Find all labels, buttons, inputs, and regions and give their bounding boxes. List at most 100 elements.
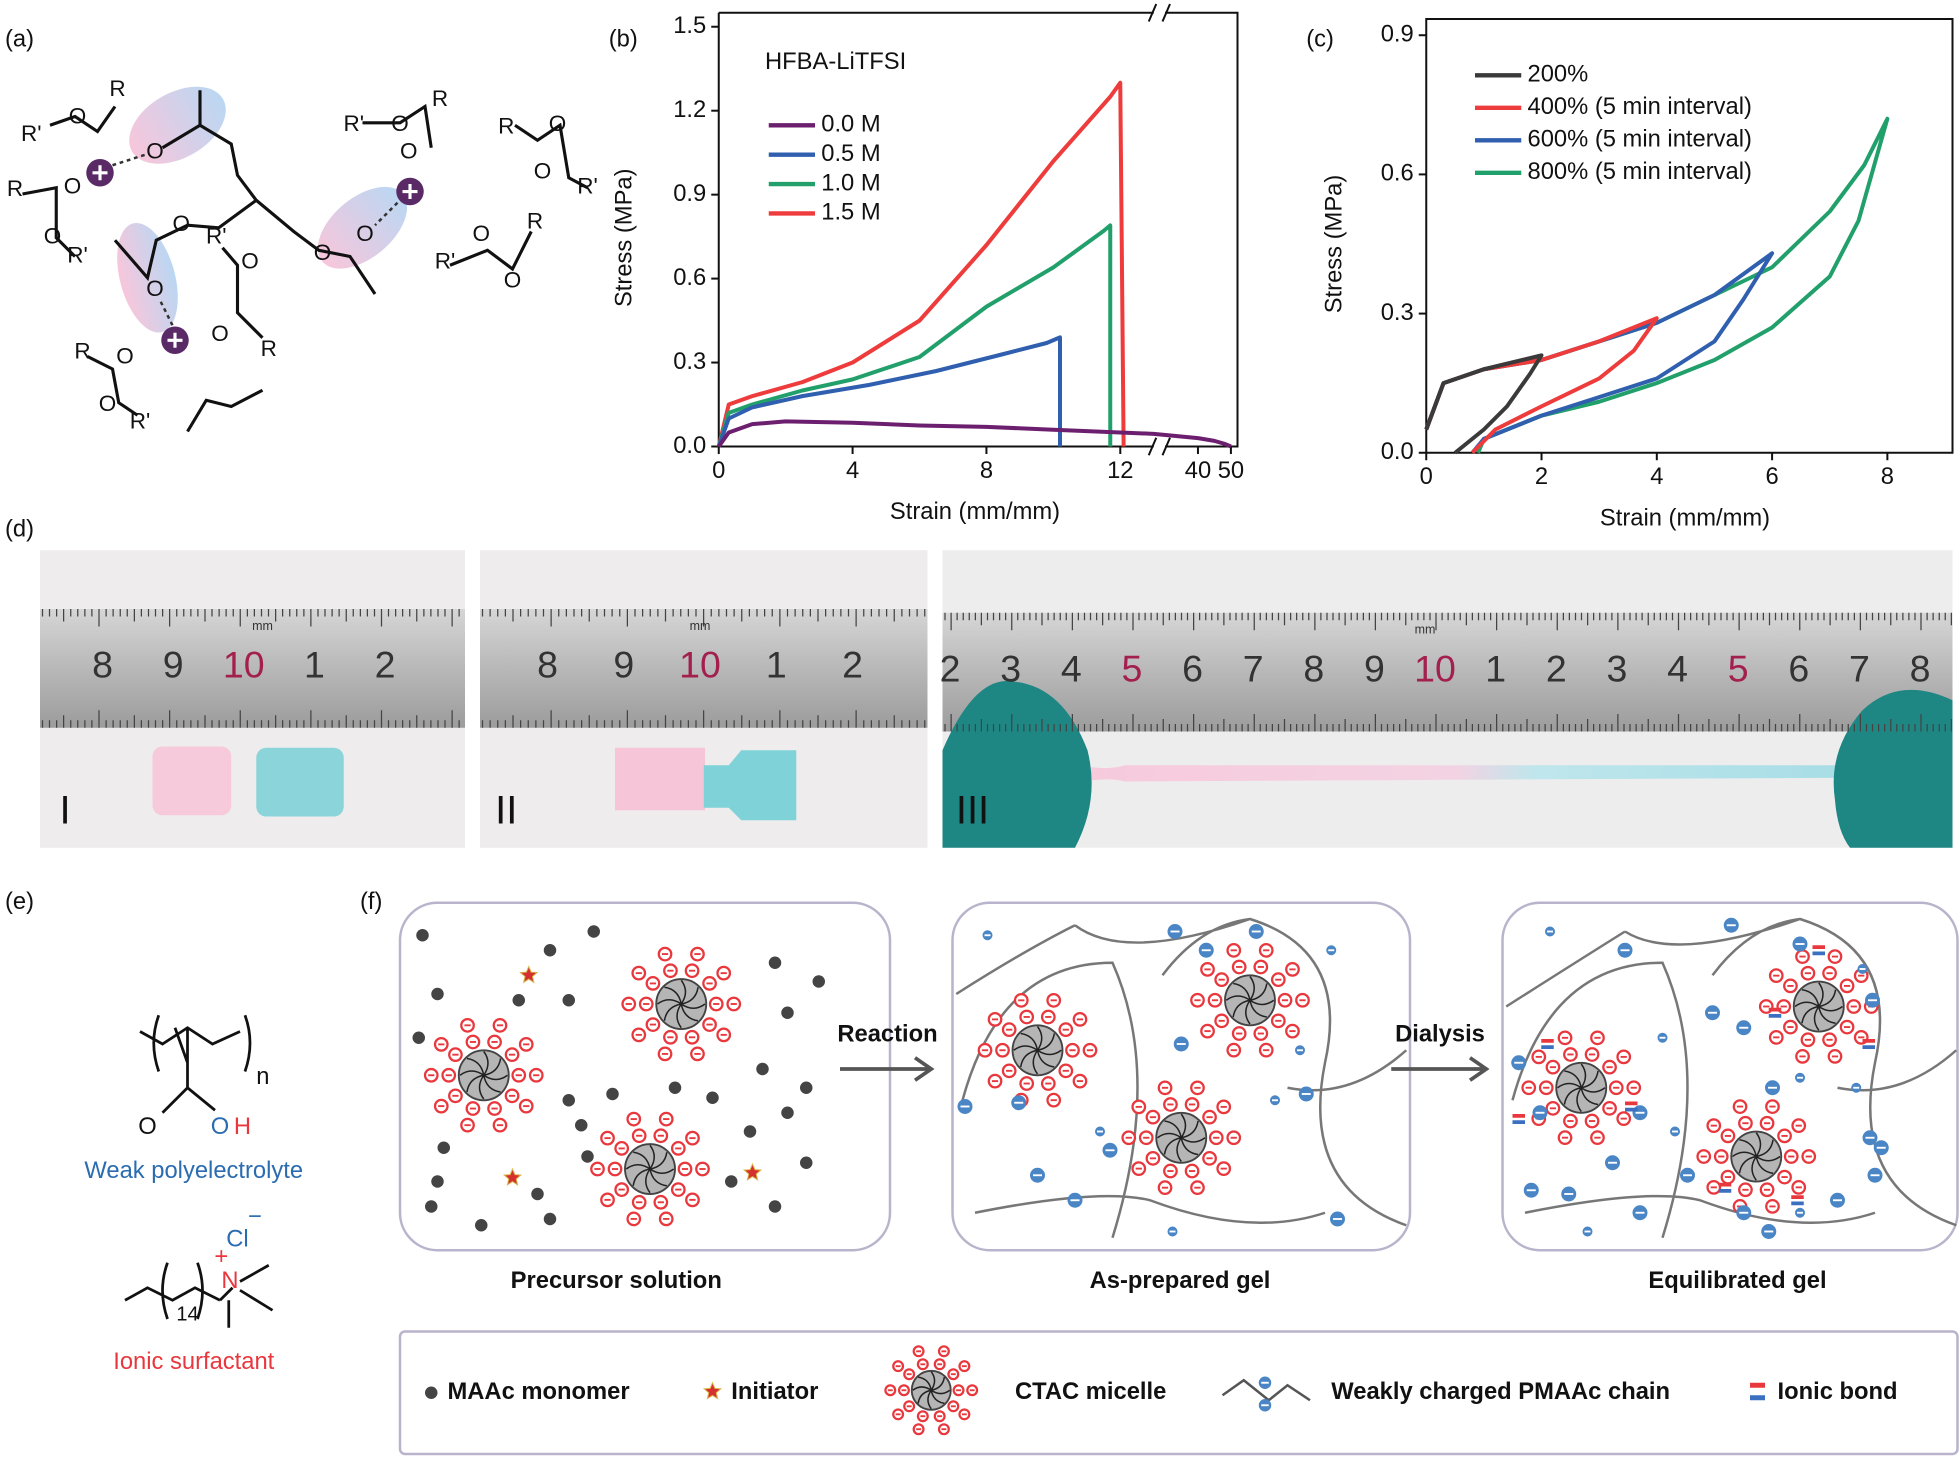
y-tick-label: 0.3 [673, 348, 706, 375]
ionic-bond [1512, 1114, 1525, 1118]
atom: H [234, 1113, 251, 1140]
atom: O [146, 276, 164, 301]
chains [955, 917, 1958, 1239]
legend-label: CTAC micelle [1015, 1378, 1166, 1405]
ruler-number: 10 [223, 644, 265, 686]
ruler [942, 612, 1953, 732]
ruler-number: 1 [304, 644, 325, 686]
ruler-number: 10 [679, 644, 721, 686]
monomer [581, 1150, 594, 1163]
y-axis-label: Stress (MPa) [610, 168, 637, 307]
micelle-tails [625, 1144, 675, 1194]
micelle-tails [657, 979, 706, 1029]
atom: R [498, 114, 514, 139]
atom: R' [67, 242, 88, 267]
compound-name: Weak polyelectrolyte [84, 1157, 303, 1184]
axis-break [1147, 437, 1171, 456]
micelle-tails [1013, 1026, 1062, 1075]
series-line [1424, 251, 1775, 455]
initiator [742, 1162, 763, 1181]
series-line [1424, 316, 1659, 455]
atom: O [44, 224, 62, 249]
series-line [716, 335, 1062, 448]
ruler-number: 2 [940, 647, 961, 689]
legend-title: HFBA-LiTFSI [765, 48, 906, 75]
legend-icon [1750, 1382, 1765, 1388]
x-tick-label: 40 [1185, 457, 1211, 484]
ruler-number: 8 [537, 644, 558, 686]
micelle-tails [912, 1371, 951, 1410]
schematic [412, 917, 1889, 1436]
panel-label: (e) [5, 888, 34, 915]
atom: O [504, 267, 522, 292]
ruler-number: 7 [1243, 647, 1264, 689]
x-tick-label: 6 [1765, 463, 1778, 490]
x-tick-label: 8 [1881, 463, 1894, 490]
monomer [543, 944, 557, 957]
monomer [416, 929, 429, 942]
ruler-number: 9 [613, 644, 634, 686]
ruler-number: 4 [1061, 647, 1082, 689]
ionic-bond [1512, 1120, 1525, 1124]
ruler-number: 6 [1788, 647, 1809, 689]
legend-label: 400% (5 min interval) [1528, 93, 1752, 120]
atom: N [221, 1267, 238, 1294]
monomer [725, 1175, 738, 1188]
ruler-ticks [481, 609, 926, 728]
monomer [781, 1006, 794, 1019]
y-tick-label: 0.3 [1381, 299, 1414, 326]
x-axis-label: Strain (mm/mm) [1600, 504, 1770, 531]
ruler-number: 1 [1485, 647, 1506, 689]
legend-label: MAAc monomer [448, 1378, 630, 1405]
legend-label: 800% (5 min interval) [1528, 158, 1752, 185]
atom: O [391, 111, 409, 136]
atom: R' [577, 174, 598, 199]
ionic-bond [1718, 1189, 1732, 1193]
gel-pink [615, 747, 705, 811]
ruler-number: 3 [1000, 647, 1021, 689]
charge: + [214, 1243, 228, 1270]
ruler-number: 5 [1121, 647, 1142, 689]
ruler [40, 609, 465, 728]
ionic-bond [1625, 1101, 1638, 1106]
stage-boxes [398, 901, 1959, 1456]
monomer [431, 987, 444, 1001]
y-tick-label: 0.6 [673, 264, 706, 291]
x-tick-label: 12 [1107, 457, 1133, 484]
ruler-number: 7 [1849, 647, 1870, 689]
cation [86, 152, 424, 354]
legend-label: 200% [1528, 61, 1589, 88]
ruler-number: 10 [1414, 647, 1456, 689]
monomer [800, 1081, 813, 1094]
ruler-ticks [41, 609, 460, 728]
legend-label: Initiator [731, 1378, 818, 1405]
photos [40, 550, 1953, 848]
atom: O [314, 240, 332, 265]
atom: O [400, 139, 418, 164]
stage-label: Equilibrated gel [1648, 1267, 1826, 1294]
arrow-label: Reaction [837, 1021, 937, 1048]
gel-pink [152, 746, 232, 816]
x-tick-label: 4 [1650, 463, 1663, 490]
ruler-unit: mm [252, 619, 273, 633]
atom: R' [206, 224, 227, 249]
atom: O [211, 1113, 229, 1140]
y-tick-label: 0.9 [1381, 21, 1414, 48]
panel-label: (b) [609, 26, 638, 53]
photo-label: I [59, 788, 70, 832]
atom: R [74, 339, 90, 364]
ruler-number: 9 [163, 644, 184, 686]
ruler-number: 8 [92, 644, 113, 686]
atom: O [69, 104, 87, 129]
monomer [431, 1175, 444, 1188]
ionic-bond [1862, 1045, 1875, 1049]
axis-frame [717, 11, 1239, 448]
atom: R [261, 336, 277, 361]
ruler-number: 2 [842, 644, 863, 686]
monomer [800, 1156, 813, 1169]
monomer [531, 1187, 544, 1201]
atom: O [64, 174, 82, 199]
ionic-bond [1791, 1201, 1804, 1206]
